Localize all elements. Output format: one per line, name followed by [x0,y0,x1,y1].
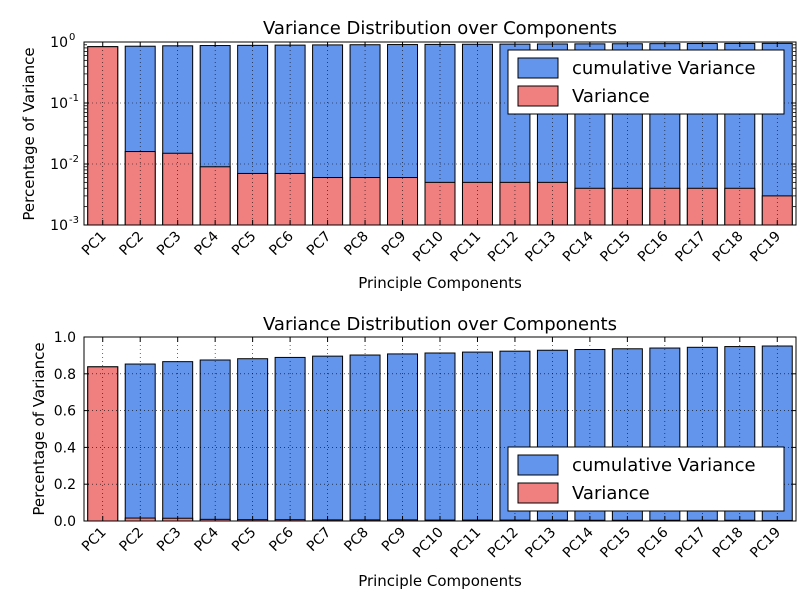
linear-chart-ytick-label: 0.8 [54,367,76,383]
linear-chart-xtick-label-pc11: PC11 [447,525,484,562]
linear-chart-xtick-label-pc16: PC16 [635,524,672,561]
linear-chart-legend-label-cumulative: cumulative Variance [572,455,756,476]
linear-chart-xtick-label-pc4: PC4 [191,524,222,555]
log-chart-xtick-label-pc7: PC7 [304,229,334,259]
linear-chart-xtick-label-pc3: PC3 [154,525,184,555]
linear-chart-xtick-label-pc6: PC6 [266,524,297,555]
linear-chart-xtick-label-pc9: PC9 [379,525,409,555]
variance-bar-pc3 [162,152,194,226]
log-chart-xtick-label-pc19: PC19 [747,229,784,266]
log-chart-xtick-label-pc2: PC2 [117,229,147,259]
log-chart-xtick-label-pc4: PC4 [191,228,222,259]
log-chart-xtick-label-pc1: PC1 [79,229,109,259]
log-chart-ytick-exponent: -1 [69,93,79,104]
log-chart-xtick-label-pc13: PC13 [522,229,559,266]
linear-chart-ytick-label: 0.4 [54,440,76,456]
variance-bar-pc4 [199,166,231,226]
linear-chart-legend-label-variance: Variance [572,483,650,504]
linear-chart-ytick-label: 1.0 [54,330,76,346]
cumulative-bar-pc5 [237,358,269,522]
log-chart-legend-swatch-cumulative [517,57,559,79]
log-chart-legend-label-cumulative: cumulative Variance [572,58,756,79]
log-chart-xlabel: Principle Components [358,274,522,292]
log-chart-title: Variance Distribution over Components [263,18,617,39]
linear-chart-xtick-label-pc8: PC8 [341,525,371,555]
linear-chart: Variance Distribution over Components 0.… [30,314,797,590]
linear-chart-legend: cumulative Variance Variance [507,446,785,512]
log-chart-xtick-label-pc9: PC9 [379,229,409,259]
linear-chart-xtick-label-pc13: PC13 [522,525,559,562]
variance-bar-pc7 [312,177,344,226]
linear-chart-legend-swatch-cumulative [517,454,559,476]
log-chart-xtick-label-pc15: PC15 [597,229,634,266]
cumulative-bar-pc7 [312,355,344,522]
variance-bar-pc1 [87,46,119,226]
log-chart-ylabel: Percentage of Variance [20,47,38,220]
log-chart-legend: cumulative Variance Variance [507,49,785,115]
linear-chart-xtick-label-pc5: PC5 [229,525,259,555]
variance-bar-pc1 [87,366,119,522]
log-chart-ytick-exponent: 0 [69,32,75,43]
log-chart-xtick-label-pc8: PC8 [341,229,371,259]
linear-chart-xlabel: Principle Components [358,572,522,590]
cumulative-bar-pc8 [349,354,381,522]
log-chart-xtick-label-pc5: PC5 [229,229,259,259]
linear-chart-xtick-label-pc14: PC14 [560,524,597,561]
linear-chart-xtick-label-pc1: PC1 [79,525,109,555]
log-chart-ytick-exponent: -3 [69,215,79,226]
linear-chart-ytick-label: 0.6 [54,404,76,420]
log-chart-ytick-label: 10 [50,35,68,51]
log-chart-ytick-exponent: -2 [69,154,79,165]
log-chart-legend-swatch-variance [517,85,559,107]
log-chart-xtick-label-pc12: PC12 [485,229,522,266]
cumulative-bar-pc2 [124,363,156,522]
cumulative-bar-pc4 [199,359,231,522]
log-chart-xtick-label-pc10: PC10 [410,229,447,266]
linear-chart-ytick-label: 0.2 [54,477,76,493]
variance-bar-pc5 [237,172,269,226]
variance-bar-pc13 [536,181,568,226]
log-chart-legend-label-variance: Variance [572,86,650,107]
linear-chart-xtick-label-pc19: PC19 [747,525,784,562]
linear-chart-ytick-label: 0.0 [54,514,76,530]
log-chart-ytick-label: 10 [50,218,68,234]
log-chart-ytick-label: 10 [50,96,68,112]
log-chart-xtick-label-pc18: PC18 [710,229,747,266]
log-chart: Variance Distribution over Components 10… [20,18,797,292]
log-chart-xtick-label-pc14: PC14 [560,228,597,265]
linear-chart-ylabel: Percentage of Variance [30,342,48,515]
log-chart-xtick-label-pc11: PC11 [447,229,484,266]
variance-bar-pc8 [349,177,381,226]
linear-chart-xtick-label-pc15: PC15 [597,525,634,562]
variance-bar-pc6 [274,172,306,226]
log-chart-xtick-label-pc3: PC3 [154,229,184,259]
linear-chart-xtick-label-pc12: PC12 [485,525,522,562]
log-chart-ytick-label: 10 [50,157,68,173]
log-chart-xtick-label-pc6: PC6 [266,228,297,259]
variance-bar-pc9 [387,177,419,226]
linear-chart-legend-swatch-variance [517,482,559,504]
linear-chart-xtick-label-pc17: PC17 [672,525,709,562]
linear-chart-xtick-label-pc7: PC7 [304,525,334,555]
log-chart-xtick-label-pc16: PC16 [635,228,672,265]
linear-chart-xtick-label-pc2: PC2 [117,525,147,555]
linear-chart-xtick-label-pc18: PC18 [710,525,747,562]
linear-chart-xtick-label-pc10: PC10 [410,525,447,562]
log-chart-xtick-label-pc17: PC17 [672,229,709,266]
linear-chart-title: Variance Distribution over Components [263,314,617,335]
